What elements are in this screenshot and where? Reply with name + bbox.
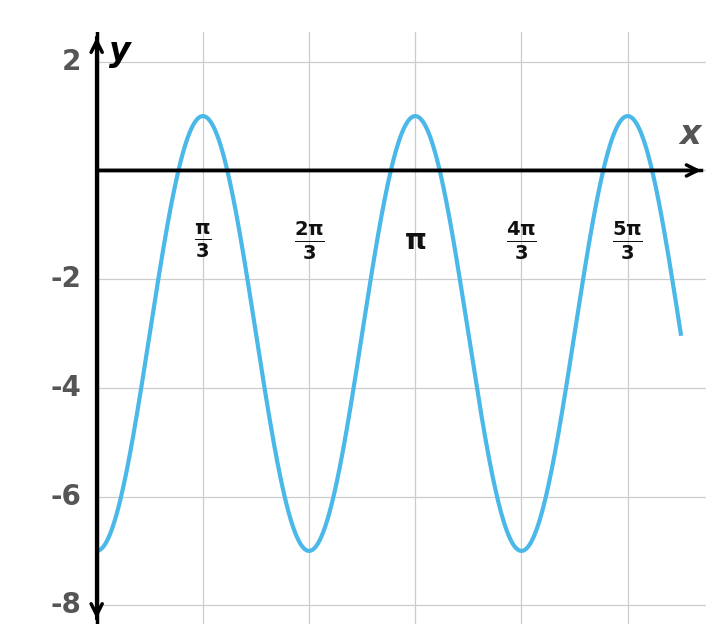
Text: $\mathbf{\frac{5\pi}{3}}$: $\mathbf{\frac{5\pi}{3}}$ — [612, 220, 643, 262]
Text: -2: -2 — [50, 265, 82, 293]
Text: $\mathbf{\frac{\pi}{3}}$: $\mathbf{\frac{\pi}{3}}$ — [194, 222, 212, 261]
Text: 2: 2 — [62, 48, 82, 76]
Text: x: x — [680, 118, 701, 152]
Text: -6: -6 — [50, 483, 82, 510]
Text: $\mathbf{\frac{2\pi}{3}}$: $\mathbf{\frac{2\pi}{3}}$ — [293, 220, 325, 262]
Text: -4: -4 — [50, 374, 82, 402]
Text: $\mathbf{\pi}$: $\mathbf{\pi}$ — [404, 227, 427, 255]
Text: $\mathbf{\frac{4\pi}{3}}$: $\mathbf{\frac{4\pi}{3}}$ — [506, 220, 537, 262]
Text: -8: -8 — [50, 591, 82, 619]
Text: y: y — [109, 34, 130, 68]
